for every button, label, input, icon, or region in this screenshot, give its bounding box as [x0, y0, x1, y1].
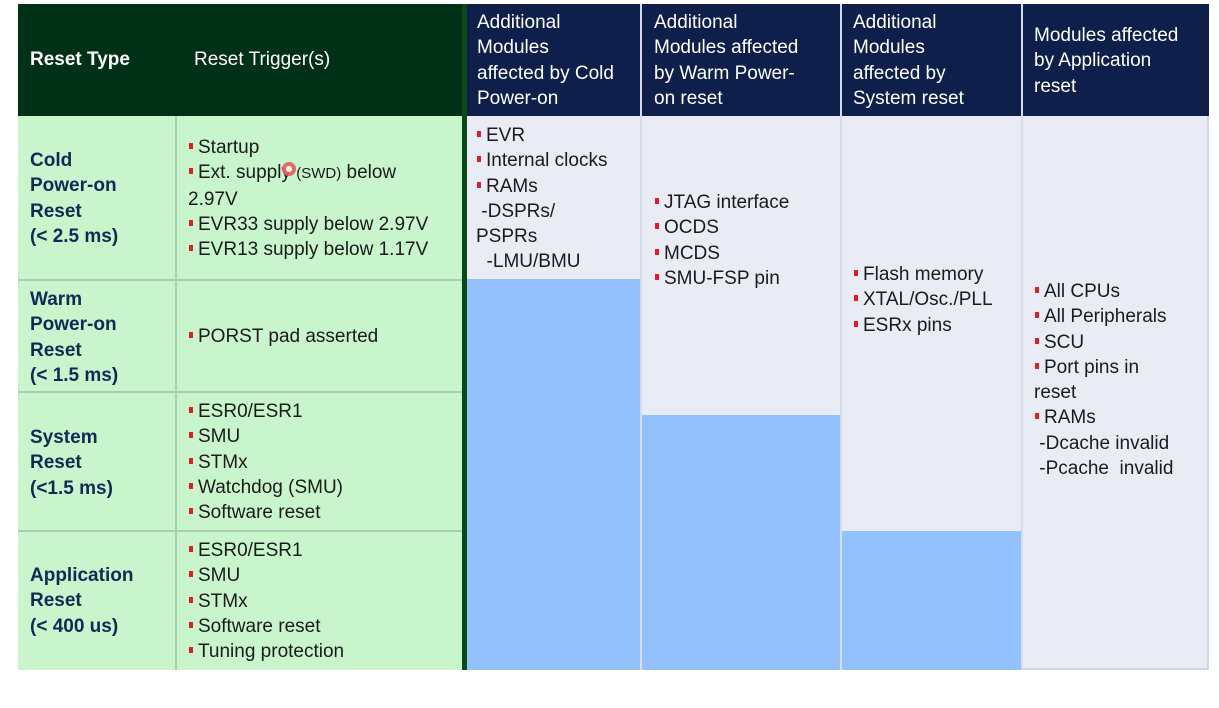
header-cold-modules: Additional Modules affected by Cold Powe…: [467, 4, 641, 116]
cold-modules-blank: [467, 279, 641, 670]
pointer-highlight-icon: [282, 162, 296, 176]
list-item: ESRx pins: [853, 313, 993, 338]
row-warm-triggers: PORST pad asserted: [188, 324, 378, 349]
list-item: Software reset: [188, 500, 343, 525]
application-modules-cell: [1022, 116, 1209, 670]
list-item: Flash memory: [853, 262, 993, 287]
row-divider: [18, 279, 464, 281]
system-modules-blank: [841, 531, 1022, 670]
row-application-triggers: ESR0/ESR1 SMU STMx Software reset Tuning…: [188, 538, 344, 664]
application-modules-list: All CPUs All Peripherals SCU Port pins i…: [1034, 279, 1174, 480]
column-divider: [840, 4, 842, 670]
system-modules-cell: [841, 116, 1022, 531]
row-cold-type: Cold Power-on Reset (< 2.5 ms): [30, 150, 119, 247]
list-item: SMU: [188, 563, 344, 588]
list-item: JTAG interface: [654, 190, 789, 215]
row-divider: [18, 391, 464, 393]
list-item: RAMs: [476, 174, 607, 199]
warm-modules-blank: [641, 415, 841, 670]
row-warm-type: Warm Power-on Reset (< 1.5 ms): [30, 289, 119, 386]
list-item: XTAL/Osc./PLL: [853, 287, 993, 312]
list-item: EVR33 supply below 2.97V: [188, 212, 428, 237]
header-warm-modules: Additional Modules affected by Warm Powe…: [641, 4, 841, 116]
header-system-modules: Additional Modules affected by System re…: [841, 4, 1022, 116]
list-item: RAMs: [1034, 405, 1173, 430]
warm-modules-list: JTAG interface OCDS MCDS SMU-FSP pin: [654, 190, 789, 291]
system-modules-list: Flash memory XTAL/Osc./PLL ESRx pins: [853, 262, 993, 338]
cold-modules-list: EVR Internal clocks RAMs -DSPRs/ PSPRs -…: [476, 123, 608, 273]
header-application-modules: Modules affected by Application reset: [1022, 4, 1209, 116]
list-item: SMU: [188, 424, 343, 449]
list-item: All Peripherals: [1034, 304, 1173, 329]
row-divider: [18, 530, 464, 532]
list-item: EVR: [476, 123, 607, 148]
list-item: Watchdog (SMU): [188, 475, 343, 500]
row-application-type: Application Reset (< 400 us): [30, 565, 134, 637]
list-item: PORST pad asserted: [188, 324, 378, 349]
list-item: Port pins in: [1034, 355, 1173, 380]
list-item: Internal clocks: [476, 148, 607, 173]
column-divider: [640, 4, 642, 670]
header-reset-triggers: Reset Trigger(s): [176, 4, 464, 116]
list-item: SCU: [1034, 330, 1173, 355]
row-system-triggers: ESR0/ESR1 SMU STMx Watchdog (SMU) Softwa…: [188, 399, 343, 525]
reset-types-table: Reset Type Reset Trigger(s) Additional M…: [18, 4, 1209, 670]
list-item: SMU-FSP pin: [654, 266, 789, 291]
list-item: STMx: [188, 589, 344, 614]
row-system-type: System Reset (<1.5 ms): [30, 427, 113, 499]
reset-rows-background: [18, 116, 464, 670]
warm-modules-cell: [641, 116, 841, 415]
list-item: ESR0/ESR1: [188, 399, 343, 424]
list-item: MCDS: [654, 241, 789, 266]
cold-modules-cell: [467, 116, 641, 279]
list-item: ESR0/ESR1: [188, 538, 344, 563]
list-item: All CPUs: [1034, 279, 1173, 304]
list-item: Software reset: [188, 614, 344, 639]
list-item: OCDS: [654, 215, 789, 240]
list-item: Startup: [188, 135, 428, 160]
section-separator: [462, 4, 467, 670]
column-divider: [175, 116, 177, 670]
list-item: EVR13 supply below 1.17V: [188, 237, 428, 262]
header-reset-type: Reset Type: [18, 4, 176, 116]
column-divider: [1021, 4, 1023, 670]
list-item: Tuning protection: [188, 639, 344, 664]
row-cold-triggers: Startup Ext. supply (SWD) below 2.97V EV…: [188, 135, 428, 262]
list-item: STMx: [188, 450, 343, 475]
list-item: Ext. supply (SWD) below: [188, 160, 428, 186]
